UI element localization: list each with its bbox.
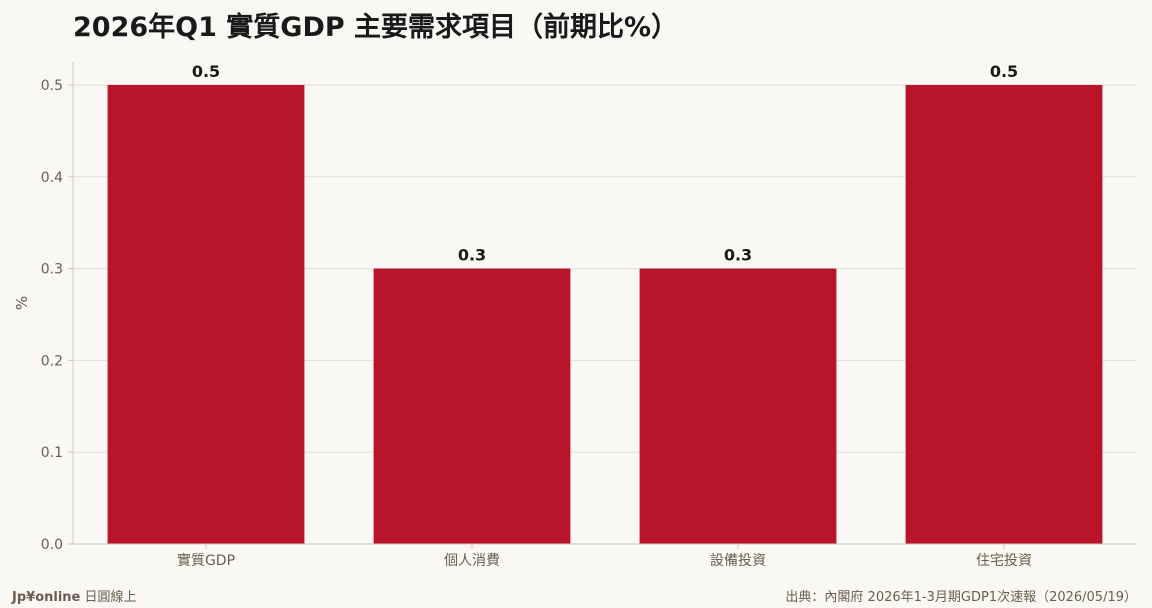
y-tick-label: 0.4 bbox=[41, 170, 63, 186]
bar-3 bbox=[639, 268, 837, 544]
bars bbox=[107, 84, 1103, 544]
y-tick-label: 0.3 bbox=[41, 262, 63, 278]
y-tick-label: 0.2 bbox=[41, 353, 63, 369]
bar-4 bbox=[905, 84, 1103, 544]
source-note: 出典：內閣府 2026年1-3月期GDP1次速報（2026/05/19） bbox=[785, 590, 1137, 605]
y-tick-label: 0.0 bbox=[41, 537, 63, 553]
x-tick-label: 設備投資 bbox=[710, 553, 766, 569]
data-label: 0.3 bbox=[458, 246, 486, 265]
brand-subtitle: 日圓線上 bbox=[84, 590, 137, 605]
x-tick-label: 個人消費 bbox=[444, 553, 500, 569]
data-label: 0.5 bbox=[990, 62, 1018, 81]
x-axis-ticks: 實質GDP 個人消費 設備投資 住宅投資 bbox=[177, 544, 1032, 569]
y-axis-title: % bbox=[13, 296, 31, 310]
bar-2 bbox=[373, 268, 571, 544]
x-tick-label: 實質GDP bbox=[177, 552, 235, 569]
y-axis-ticks: 0.0 0.1 0.2 0.3 0.4 0.5 bbox=[41, 78, 73, 553]
data-labels: 0.5 0.3 0.3 0.5 bbox=[192, 62, 1018, 265]
bar-1 bbox=[107, 84, 305, 544]
data-label: 0.3 bbox=[724, 246, 752, 265]
data-label: 0.5 bbox=[192, 62, 220, 81]
footer-brand: Jp¥online 日圓線上 bbox=[12, 586, 137, 605]
chart-title: 2026年Q1 實質GDP 主要需求項目（前期比%） bbox=[73, 12, 679, 43]
y-tick-label: 0.1 bbox=[41, 445, 63, 461]
brand-logo-text: Jp¥online bbox=[12, 590, 81, 605]
x-tick-label: 住宅投資 bbox=[976, 553, 1032, 569]
y-tick-label: 0.5 bbox=[41, 78, 63, 94]
